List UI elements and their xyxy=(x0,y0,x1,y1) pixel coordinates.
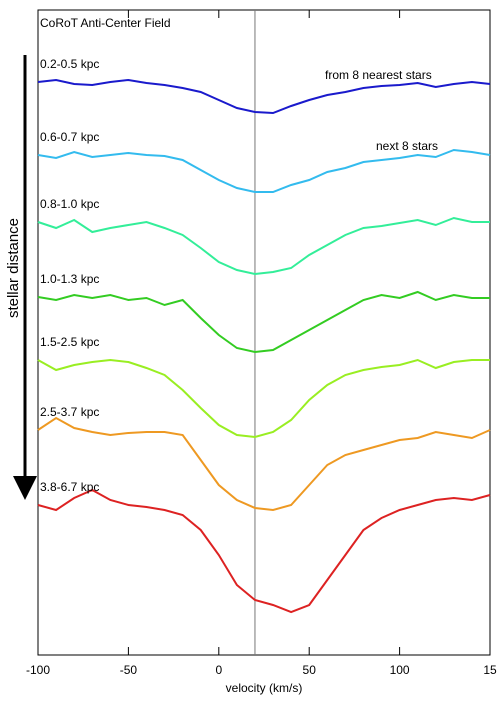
series-line xyxy=(37,216,490,276)
annotation: next 8 stars xyxy=(376,139,438,153)
series-label: 3.8-6.7 kpc xyxy=(40,480,99,494)
series-label: 0.8-1.0 kpc xyxy=(40,197,99,211)
series-line xyxy=(37,290,490,354)
series-label: 0.2-0.5 kpc xyxy=(40,57,99,71)
x-tick-label: 100 xyxy=(390,663,410,677)
series-line xyxy=(37,488,491,614)
x-tick-label: 0 xyxy=(215,663,222,677)
series-label: 0.6-0.7 kpc xyxy=(40,130,99,144)
x-tick-label: -50 xyxy=(120,663,138,677)
series-label: 1.0-1.3 kpc xyxy=(40,272,99,286)
plot-frame xyxy=(37,9,491,656)
series-label: 1.5-2.5 kpc xyxy=(40,335,99,349)
series-line xyxy=(37,416,491,512)
series-label: 2.5-3.7 kpc xyxy=(40,405,99,419)
x-tick-label: 15 xyxy=(483,663,497,677)
x-axis-label: velocity (km/s) xyxy=(226,681,303,695)
annotation: from 8 nearest stars xyxy=(325,68,432,82)
annotation: stellar distance xyxy=(5,218,22,318)
x-tick-label: -100 xyxy=(26,663,50,677)
series-line xyxy=(37,358,490,439)
x-tick-label: 50 xyxy=(303,663,317,677)
series-line xyxy=(37,148,491,193)
chart-title: CoRoT Anti-Center Field xyxy=(40,16,171,30)
series-line xyxy=(37,78,491,115)
